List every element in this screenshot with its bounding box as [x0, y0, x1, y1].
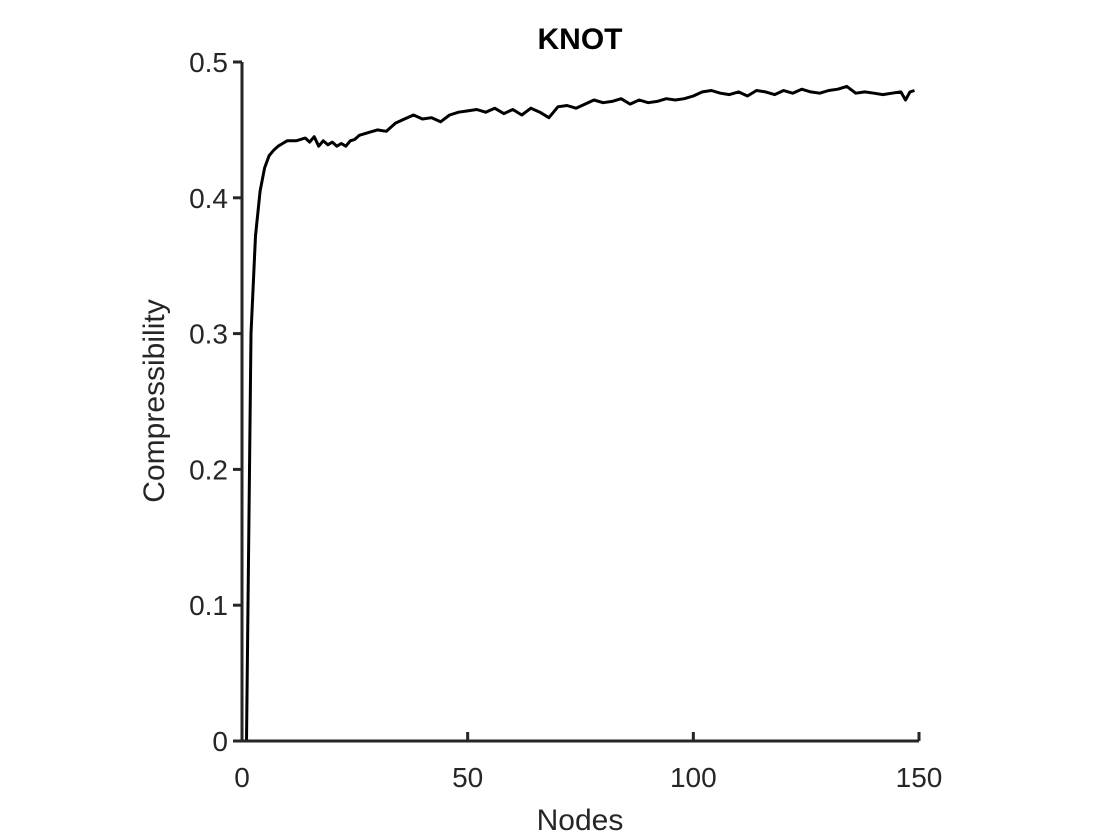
y-tick-label: 0: [212, 726, 228, 757]
x-tick-label: 100: [670, 762, 717, 793]
series-line: [245, 84, 915, 742]
y-axis-label: Compressibility: [138, 299, 171, 502]
plot-lines: [245, 84, 915, 742]
x-tick-label: 150: [896, 762, 943, 793]
y-tick-label: 0.4: [189, 183, 228, 214]
y-tick-label: 0.3: [189, 319, 228, 350]
y-axis: 0 0.1 0.2 0.3 0.4 0.5: [189, 47, 244, 757]
x-tick-label: 0: [234, 762, 250, 793]
x-axis-label: Nodes: [537, 804, 624, 837]
y-tick-label: 0.5: [189, 47, 228, 78]
y-tick-label: 0.1: [189, 590, 228, 621]
chart-title: KNOT: [538, 23, 623, 56]
x-axis: 0 50 100 150: [234, 732, 942, 793]
x-tick-label: 50: [452, 762, 483, 793]
y-tick-label: 0.2: [189, 454, 228, 485]
